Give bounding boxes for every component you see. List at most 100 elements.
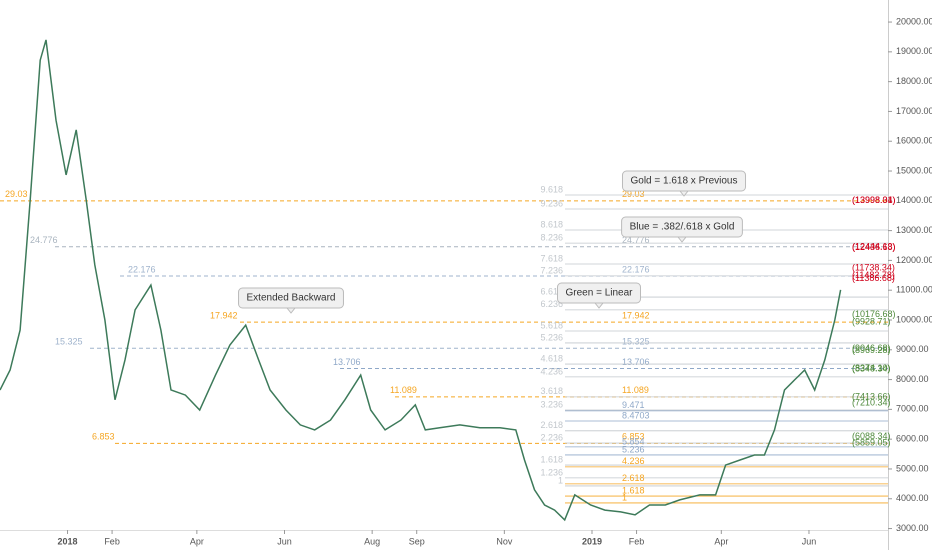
fib-level-label: 13.706 xyxy=(622,357,650,367)
scale-level-label: 5.236 xyxy=(540,332,563,342)
y-tick-label: 18000.00 xyxy=(896,76,932,86)
price-tag: (12444.13) xyxy=(852,242,896,252)
scale-level-label: 4.618 xyxy=(540,353,563,363)
y-tick-label: 11000.00 xyxy=(896,285,932,295)
x-tick-label: Apr xyxy=(190,536,204,546)
y-tick-label: 6000.00 xyxy=(896,434,929,444)
fib-level-label: 29.03 xyxy=(622,189,645,199)
annotation: Gold = 1.618 x Previous xyxy=(630,176,737,187)
y-tick-label: 10000.00 xyxy=(896,314,932,324)
y-tick-label: 20000.00 xyxy=(896,16,932,26)
scale-level-label: 6.618 xyxy=(540,286,563,296)
annotation-pointer xyxy=(285,307,297,314)
scale-level-label: 1.236 xyxy=(540,467,563,477)
fib-level-label: 15.325 xyxy=(55,337,83,347)
price-tag: (10176.68) xyxy=(852,309,896,319)
scale-level-label: 1.618 xyxy=(622,485,645,495)
scale-level-label: 2.618 xyxy=(540,420,563,430)
price-tag: (11386.68) xyxy=(852,273,895,283)
fib-level-label: 22.176 xyxy=(622,264,650,274)
x-tick-label: 2019 xyxy=(582,536,602,546)
price-tag: (9928.71) xyxy=(852,316,891,326)
x-tick-label: Jun xyxy=(802,536,817,546)
y-tick-label: 19000.00 xyxy=(896,46,932,56)
fib-level-label: 22.176 xyxy=(128,264,156,274)
annotation: Green = Linear xyxy=(566,288,634,299)
fib-level-label: 17.942 xyxy=(622,310,650,320)
x-tick-label: Feb xyxy=(104,536,120,546)
y-tick-label: 16000.00 xyxy=(896,136,932,146)
x-tick-label: Jun xyxy=(277,536,292,546)
fib-level-label: 6.853 xyxy=(622,432,645,442)
scale-level-label: 2.618 xyxy=(622,473,645,483)
y-tick-label: 7000.00 xyxy=(896,404,929,414)
price-tag: (11738.34) xyxy=(852,263,895,273)
price-tag: (7413.66) xyxy=(852,391,891,401)
price-tag: (5859.05) xyxy=(852,438,891,448)
price-tag: (11482.78) xyxy=(852,270,895,280)
y-tick-label: 12000.00 xyxy=(896,255,932,265)
price-tag: (8348.34) xyxy=(852,364,891,374)
annotation: Extended Backward xyxy=(247,293,336,304)
y-tick-label: 8000.00 xyxy=(896,374,929,384)
y-tick-label: 15000.00 xyxy=(896,165,932,175)
fib-level-label: 24.776 xyxy=(622,235,650,245)
scale-level-label: 5.618 xyxy=(540,320,563,330)
annotation-pointer xyxy=(678,190,690,197)
fib-level-label: 15.325 xyxy=(622,337,650,347)
price-line xyxy=(0,39,842,522)
scale-level-label: 5.854 xyxy=(622,436,645,446)
y-tick-label: 17000.00 xyxy=(896,106,932,116)
y-tick-label: 4000.00 xyxy=(896,493,929,503)
scale-level-label: 7.618 xyxy=(540,253,563,263)
price-tag: (8374.10) xyxy=(852,363,891,373)
x-tick-label: Sep xyxy=(409,536,425,546)
y-tick-label: 3000.00 xyxy=(896,523,929,533)
scale-level-label: 9.471 xyxy=(622,400,645,410)
scale-level-label: 3.618 xyxy=(540,386,563,396)
fib-level-label: 29.03 xyxy=(5,189,28,199)
scale-level-label: 5.236 xyxy=(622,444,645,454)
annotation: Blue = .382/.618 x Gold xyxy=(630,222,735,233)
fib-level-label: 13.706 xyxy=(333,357,361,367)
x-tick-label: Nov xyxy=(496,536,513,546)
scale-level-label: 6.236 xyxy=(540,299,563,309)
price-tag: (13998.01) xyxy=(852,195,896,205)
y-tick-label: 9000.00 xyxy=(896,344,929,354)
price-tag: (13998.34) xyxy=(852,195,896,205)
scale-level-label: 1 xyxy=(622,492,627,502)
scale-level-label: 8.4703 xyxy=(622,410,650,420)
scale-level-label: 4.236 xyxy=(622,456,645,466)
scale-level-label: 9.618 xyxy=(540,184,563,194)
annotation-pointer xyxy=(676,236,688,243)
scale-level-label: 2.236 xyxy=(540,432,563,442)
scale-level-label: 1 xyxy=(558,475,563,485)
scale-level-label: 1.618 xyxy=(540,454,563,464)
x-tick-label: Aug xyxy=(364,536,380,546)
y-tick-label: 5000.00 xyxy=(896,463,929,473)
fib-level-label: 17.942 xyxy=(210,310,238,320)
price-tag: (6088.34) xyxy=(852,431,891,441)
scale-level-label: 3.236 xyxy=(540,399,563,409)
fib-level-label: 11.089 xyxy=(622,385,649,395)
price-tag: (9046.68) xyxy=(852,343,891,353)
x-tick-label: 2018 xyxy=(58,536,78,546)
scale-level-label: 8.236 xyxy=(540,232,563,242)
scale-level-label: 7.236 xyxy=(540,265,563,275)
scale-level-label: 9.236 xyxy=(540,198,563,208)
y-tick-label: 13000.00 xyxy=(896,225,932,235)
price-tag: (8969.28) xyxy=(852,345,891,355)
price-tag: (12436.68) xyxy=(852,242,896,252)
scale-level-label: 4.236 xyxy=(540,366,563,376)
fib-level-label: 24.776 xyxy=(30,235,58,245)
scale-level-label: 8.618 xyxy=(540,219,563,229)
y-tick-label: 14000.00 xyxy=(896,195,932,205)
x-tick-label: Apr xyxy=(714,536,728,546)
fib-level-label: 11.089 xyxy=(390,385,417,395)
x-tick-label: Feb xyxy=(629,536,645,546)
price-tag: (7210.34) xyxy=(852,397,891,407)
fib-level-label: 6.853 xyxy=(92,432,115,442)
annotation-pointer xyxy=(593,302,605,309)
